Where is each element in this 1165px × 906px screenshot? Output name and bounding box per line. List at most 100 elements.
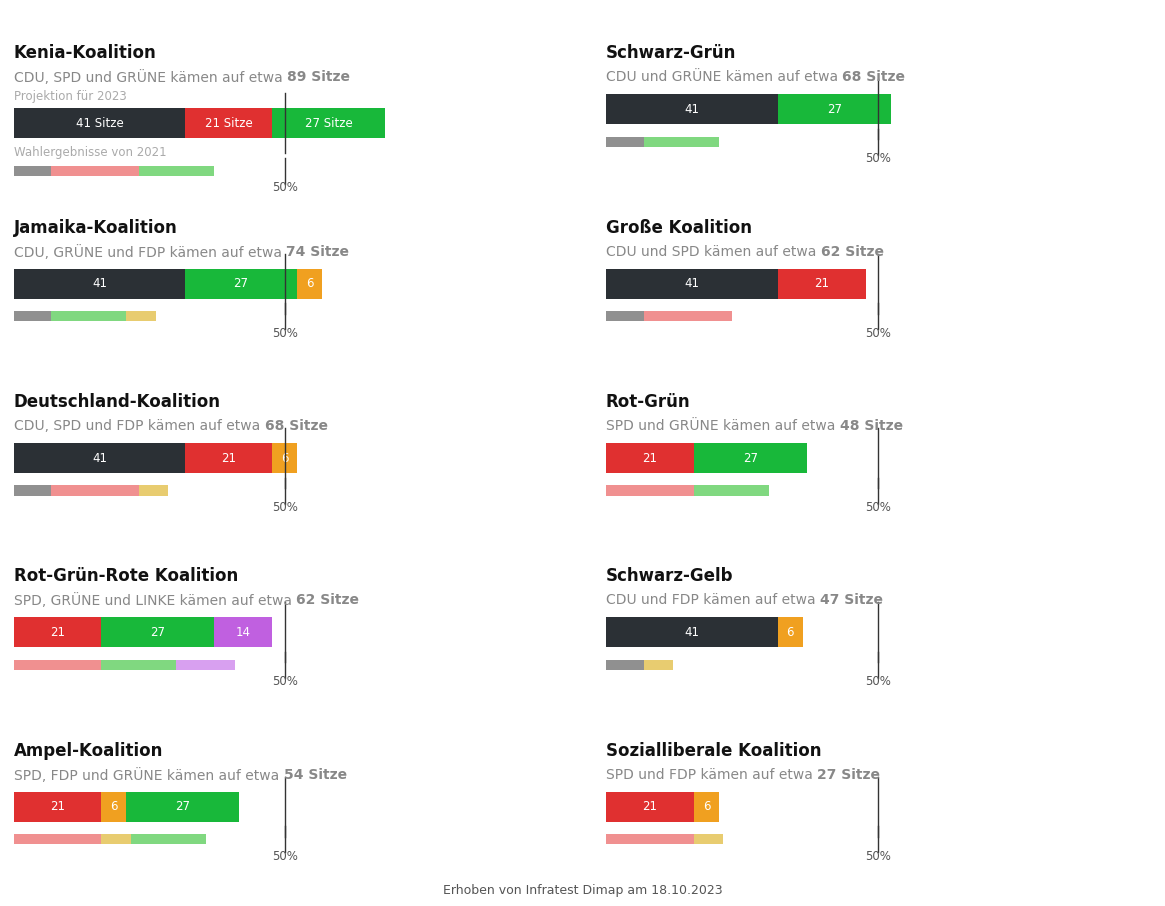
Text: 27 Sitze: 27 Sitze [305, 117, 353, 130]
Text: Schwarz-Grün: Schwarz-Grün [606, 44, 736, 63]
Bar [694, 792, 719, 822]
Bar [778, 94, 891, 124]
Text: CDU, GRÜNE und FDP kämen auf etwa: CDU, GRÜNE und FDP kämen auf etwa [14, 245, 287, 260]
Text: 14: 14 [235, 626, 250, 639]
Bar [14, 443, 185, 473]
Bar [297, 269, 323, 299]
Text: Große Koalition: Große Koalition [606, 218, 751, 236]
Text: 21: 21 [642, 451, 657, 465]
Bar [14, 109, 185, 139]
Text: 62 Sitze: 62 Sitze [296, 593, 359, 607]
Bar [185, 269, 297, 299]
Bar [694, 443, 807, 473]
Bar [130, 834, 206, 844]
Text: SPD, FDP und GRÜNE kämen auf etwa: SPD, FDP und GRÜNE kämen auf etwa [14, 767, 283, 783]
Bar [606, 617, 778, 648]
Text: 27: 27 [743, 451, 758, 465]
Text: 6: 6 [786, 626, 795, 639]
Text: 50%: 50% [866, 850, 891, 863]
Text: SPD, GRÜNE und LINKE kämen auf etwa: SPD, GRÜNE und LINKE kämen auf etwa [14, 593, 296, 608]
Bar [643, 137, 719, 147]
Text: 54 Sitze: 54 Sitze [283, 767, 347, 782]
Text: CDU und GRÜNE kämen auf etwa: CDU und GRÜNE kämen auf etwa [606, 71, 842, 84]
Bar [127, 792, 239, 822]
Text: CDU und SPD kämen auf etwa: CDU und SPD kämen auf etwa [606, 245, 820, 259]
Text: 21: 21 [814, 277, 829, 290]
Bar [185, 109, 273, 139]
Bar [51, 311, 127, 322]
Text: 21: 21 [50, 626, 65, 639]
Text: CDU, SPD und FDP kämen auf etwa: CDU, SPD und FDP kämen auf etwa [14, 419, 264, 433]
Text: 21 Sitze: 21 Sitze [205, 117, 253, 130]
Bar [694, 486, 769, 496]
Text: 41: 41 [684, 103, 699, 116]
Bar [606, 94, 778, 124]
Text: 21: 21 [642, 800, 657, 814]
Bar [273, 109, 384, 139]
Bar [606, 834, 694, 844]
Bar [139, 166, 214, 176]
Bar [185, 443, 273, 473]
Bar [14, 486, 51, 496]
Bar [14, 617, 101, 648]
Text: SPD und GRÜNE kämen auf etwa: SPD und GRÜNE kämen auf etwa [606, 419, 840, 433]
Text: 50%: 50% [271, 327, 298, 340]
Bar [643, 311, 732, 322]
Text: 50%: 50% [271, 181, 298, 195]
Text: 6: 6 [306, 277, 313, 290]
Bar [606, 311, 643, 322]
Text: 48 Sitze: 48 Sitze [840, 419, 903, 433]
Bar [606, 792, 694, 822]
Bar [14, 269, 185, 299]
Text: Ampel-Koalition: Ampel-Koalition [14, 742, 163, 760]
Text: 21: 21 [221, 451, 236, 465]
Text: 41: 41 [684, 626, 699, 639]
Text: 41 Sitze: 41 Sitze [76, 117, 123, 130]
Text: 41: 41 [684, 277, 699, 290]
Text: 27: 27 [234, 277, 248, 290]
Text: 74 Sitze: 74 Sitze [287, 245, 349, 259]
Bar [101, 834, 130, 844]
Bar [214, 617, 273, 648]
Text: Wahlergebnisse von 2021: Wahlergebnisse von 2021 [14, 147, 167, 159]
Text: Sozialliberale Koalition: Sozialliberale Koalition [606, 742, 821, 760]
Bar [606, 443, 694, 473]
Text: CDU und FDP kämen auf etwa: CDU und FDP kämen auf etwa [606, 593, 820, 607]
Text: Rot-Grün: Rot-Grün [606, 393, 691, 411]
Bar [606, 137, 643, 147]
Text: 50%: 50% [271, 675, 298, 689]
Text: 47 Sitze: 47 Sitze [820, 593, 883, 607]
Text: 89 Sitze: 89 Sitze [287, 71, 351, 84]
Text: Deutschland-Koalition: Deutschland-Koalition [14, 393, 221, 411]
Text: 50%: 50% [866, 675, 891, 689]
Bar [14, 792, 101, 822]
Bar [778, 269, 866, 299]
Bar [606, 660, 643, 670]
Bar [643, 660, 673, 670]
Text: Erhoben von Infratest Dimap am 18.10.2023: Erhoben von Infratest Dimap am 18.10.202… [443, 884, 722, 897]
Text: 27: 27 [827, 103, 842, 116]
Bar [101, 792, 127, 822]
Bar [14, 166, 51, 176]
Text: 50%: 50% [866, 327, 891, 340]
Text: Rot-Grün-Rote Koalition: Rot-Grün-Rote Koalition [14, 567, 238, 585]
Bar [14, 311, 51, 322]
Text: CDU, SPD und GRÜNE kämen auf etwa: CDU, SPD und GRÜNE kämen auf etwa [14, 71, 287, 85]
Bar [273, 443, 297, 473]
Text: 27: 27 [175, 800, 190, 814]
Text: 41: 41 [92, 277, 107, 290]
Text: 6: 6 [281, 451, 289, 465]
Text: 68 Sitze: 68 Sitze [264, 419, 327, 433]
Bar [51, 166, 139, 176]
Bar [14, 660, 101, 670]
Text: 62 Sitze: 62 Sitze [820, 245, 883, 259]
Text: SPD und FDP kämen auf etwa: SPD und FDP kämen auf etwa [606, 767, 817, 782]
Text: 21: 21 [50, 800, 65, 814]
Bar [101, 617, 214, 648]
Bar [694, 834, 723, 844]
Text: 6: 6 [111, 800, 118, 814]
Text: Kenia-Koalition: Kenia-Koalition [14, 44, 157, 63]
Bar [127, 311, 156, 322]
Bar [177, 660, 235, 670]
Text: 50%: 50% [866, 152, 891, 166]
